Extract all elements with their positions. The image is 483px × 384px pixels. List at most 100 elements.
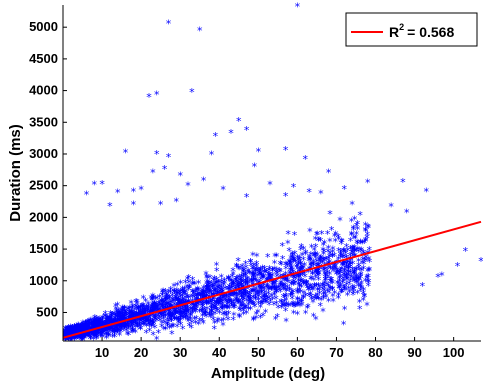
- data-point: *: [247, 290, 253, 303]
- data-point: *: [156, 307, 162, 320]
- data-point: *: [296, 284, 302, 297]
- data-point: *: [189, 86, 195, 99]
- data-point: *: [349, 228, 355, 241]
- data-point: *: [141, 313, 147, 326]
- data-point: *: [160, 285, 166, 298]
- data-point: *: [167, 308, 173, 321]
- data-point: *: [209, 306, 215, 319]
- data-point: *: [220, 289, 226, 302]
- data-point: *: [184, 312, 190, 325]
- data-point: *: [200, 310, 206, 323]
- data-point: *: [167, 292, 173, 305]
- data-point: *: [77, 325, 83, 338]
- data-point: *: [65, 327, 71, 340]
- data-point: *: [272, 283, 278, 296]
- data-point: *: [303, 280, 309, 293]
- data-point: *: [327, 235, 333, 248]
- data-point: *: [150, 291, 156, 304]
- data-point: *: [253, 308, 259, 321]
- data-point: *: [263, 291, 269, 304]
- data-point: *: [326, 261, 332, 274]
- data-point: *: [388, 201, 394, 214]
- data-point: *: [96, 318, 102, 331]
- data-point: *: [190, 278, 196, 291]
- data-point: *: [364, 273, 370, 286]
- data-point: *: [339, 236, 345, 249]
- data-point: *: [245, 289, 251, 302]
- data-point: *: [104, 316, 110, 329]
- data-point: *: [97, 323, 103, 336]
- data-point: *: [89, 327, 95, 340]
- data-point: *: [72, 332, 78, 345]
- data-point: *: [107, 320, 113, 333]
- data-point: *: [65, 332, 71, 345]
- data-point: *: [241, 265, 247, 278]
- data-point: *: [91, 325, 97, 338]
- data-point: *: [344, 279, 350, 292]
- data-point: *: [165, 299, 171, 312]
- data-point: *: [344, 270, 350, 283]
- data-point: *: [237, 284, 243, 297]
- data-point: *: [404, 206, 410, 219]
- data-point: *: [258, 298, 264, 311]
- data-point: *: [237, 296, 243, 309]
- data-point: *: [277, 265, 283, 278]
- data-point: *: [159, 301, 165, 314]
- data-point: *: [152, 313, 158, 326]
- data-point: *: [136, 304, 142, 317]
- data-point: *: [320, 279, 326, 292]
- data-point: *: [348, 275, 354, 288]
- data-point: *: [72, 326, 78, 339]
- data-point: *: [138, 323, 144, 336]
- data-point: *: [100, 315, 106, 328]
- data-point: *: [287, 267, 293, 280]
- data-point: *: [63, 332, 69, 345]
- data-point: *: [174, 313, 180, 326]
- data-point: *: [196, 296, 202, 309]
- data-point: *: [361, 291, 367, 304]
- data-point: *: [103, 320, 109, 333]
- data-point: *: [216, 277, 222, 290]
- data-point: *: [272, 251, 278, 264]
- data-point: *: [68, 328, 74, 341]
- data-point: *: [261, 267, 267, 280]
- data-point: *: [347, 271, 353, 284]
- data-point: *: [200, 299, 206, 312]
- data-point: *: [254, 260, 260, 273]
- data-point: *: [219, 316, 225, 329]
- data-point: *: [317, 253, 323, 266]
- data-point: *: [133, 327, 139, 340]
- data-point: *: [64, 332, 70, 345]
- data-point: *: [193, 318, 199, 331]
- data-point: *: [118, 309, 124, 322]
- data-point: *: [279, 302, 285, 315]
- data-point: *: [337, 283, 343, 296]
- data-point: *: [141, 310, 147, 323]
- data-point: *: [118, 320, 124, 333]
- data-point: *: [106, 322, 112, 335]
- data-point: *: [214, 304, 220, 317]
- data-point: *: [283, 190, 289, 203]
- data-point: *: [112, 325, 118, 338]
- data-point: *: [291, 272, 297, 285]
- data-point: *: [180, 283, 186, 296]
- data-point: *: [358, 245, 364, 258]
- data-point: *: [64, 329, 70, 342]
- data-point: *: [121, 320, 127, 333]
- data-point: *: [339, 250, 345, 263]
- y-tick-label: 4500: [29, 51, 58, 66]
- data-point: *: [103, 317, 109, 330]
- data-point: *: [71, 331, 77, 344]
- data-point: *: [296, 298, 302, 311]
- data-point: *: [254, 258, 260, 271]
- data-point: *: [96, 319, 102, 332]
- data-point: *: [273, 313, 279, 326]
- data-point: *: [305, 303, 311, 316]
- data-point: *: [320, 306, 326, 319]
- data-point: *: [109, 322, 115, 335]
- data-point: *: [352, 264, 358, 277]
- data-point: *: [103, 326, 109, 339]
- data-point: *: [175, 302, 181, 315]
- data-point: *: [287, 260, 293, 273]
- data-point: *: [210, 280, 216, 293]
